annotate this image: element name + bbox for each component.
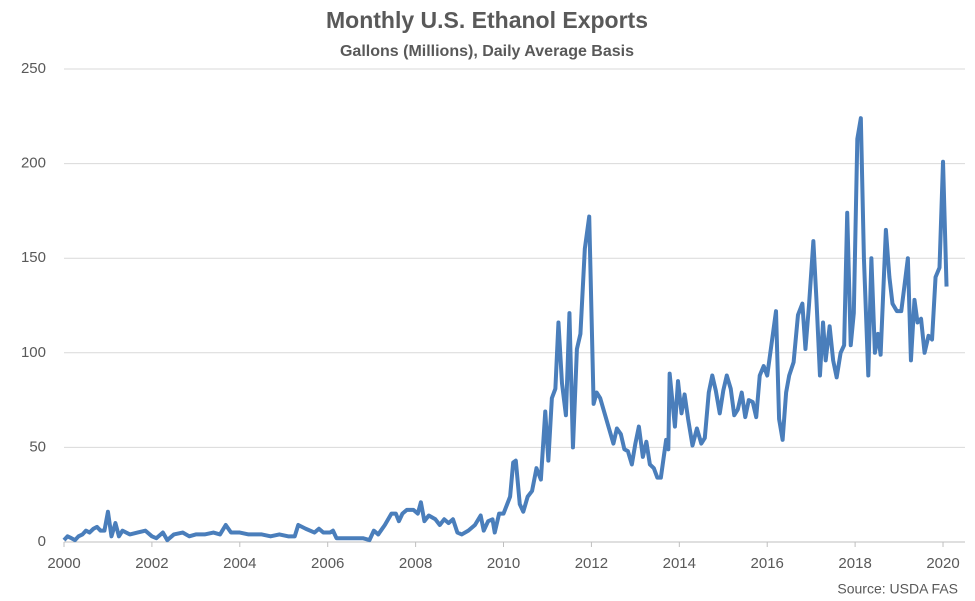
y-tick-label: 0 — [38, 533, 46, 550]
chart-title: Monthly U.S. Ethanol Exports — [326, 7, 648, 33]
y-tick-label: 100 — [21, 344, 46, 361]
x-tick-label: 2010 — [487, 555, 520, 572]
chart-subtitle: Gallons (Millions), Daily Average Basis — [340, 43, 634, 60]
x-tick-label: 2014 — [663, 555, 696, 572]
x-tick-label: 2006 — [311, 555, 344, 572]
x-tick-label: 2018 — [838, 555, 871, 572]
x-tick-label: 2002 — [135, 555, 168, 572]
y-tick-label: 50 — [29, 438, 46, 455]
data-line — [62, 116, 949, 543]
x-tick-label: 2016 — [751, 555, 784, 572]
x-tick-label: 2000 — [47, 555, 80, 572]
x-tick-label: 2012 — [575, 555, 608, 572]
x-tick-label: 2020 — [926, 555, 959, 572]
x-tick-label: 2008 — [399, 555, 432, 572]
y-tick-label: 200 — [21, 155, 46, 172]
y-tick-label: 150 — [21, 249, 46, 266]
source-note: Source: USDA FAS — [837, 581, 958, 597]
x-tick-label: 2004 — [223, 555, 256, 572]
y-tick-label: 250 — [21, 60, 46, 77]
